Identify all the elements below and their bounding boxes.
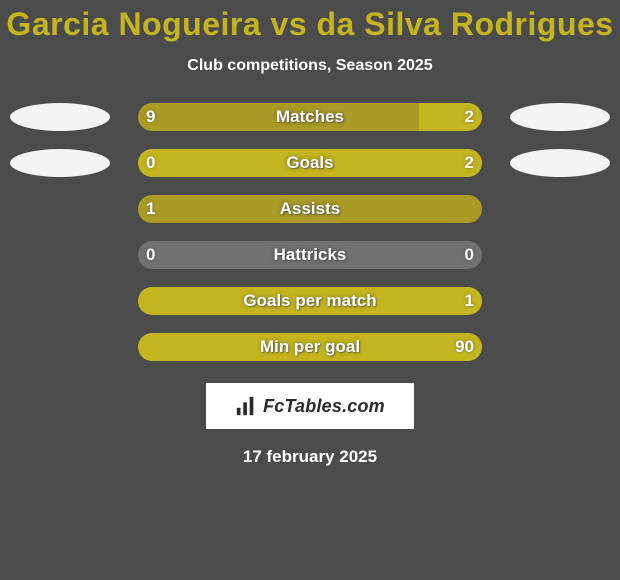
date-text: 17 february 2025: [0, 447, 620, 467]
stat-row: Assists1: [0, 195, 620, 223]
fill-right: [138, 287, 482, 315]
stat-value-right: 2: [465, 149, 474, 177]
stat-value-left: 9: [146, 103, 155, 131]
fill-left: [138, 103, 419, 131]
stat-row: Goals02: [0, 149, 620, 177]
stats-container: Matches92Goals02Assists1Hattricks00Goals…: [0, 103, 620, 361]
fill-right: [138, 149, 482, 177]
stat-row: Min per goal90: [0, 333, 620, 361]
stat-track: [138, 149, 482, 177]
fill-left: [138, 195, 482, 223]
team-badge-left: [10, 149, 110, 177]
stat-value-left: 1: [146, 195, 155, 223]
stat-value-right: 1: [465, 287, 474, 315]
team-badge-left: [10, 103, 110, 131]
subtitle: Club competitions, Season 2025: [0, 57, 620, 75]
stat-track: [138, 195, 482, 223]
team-badge-right: [510, 103, 610, 131]
team-badge-right: [510, 149, 610, 177]
stat-value-left: 0: [146, 149, 155, 177]
fill-right: [138, 333, 482, 361]
stat-track: [138, 103, 482, 131]
page-title: Garcia Nogueira vs da Silva Rodrigues: [0, 6, 620, 43]
comparison-infographic: Garcia Nogueira vs da Silva Rodrigues Cl…: [0, 0, 620, 580]
stat-value-right: 2: [465, 103, 474, 131]
stat-track: [138, 333, 482, 361]
stat-value-right: 90: [455, 333, 474, 361]
stat-value-right: 0: [465, 241, 474, 269]
stat-row: Matches92: [0, 103, 620, 131]
attribution-badge: FcTables.com: [206, 383, 414, 429]
bar-chart-icon: [235, 395, 257, 417]
stat-row: Goals per match1: [0, 287, 620, 315]
attribution-text: FcTables.com: [263, 396, 385, 417]
stat-track: [138, 241, 482, 269]
stat-row: Hattricks00: [0, 241, 620, 269]
stat-value-left: 0: [146, 241, 155, 269]
stat-track: [138, 287, 482, 315]
